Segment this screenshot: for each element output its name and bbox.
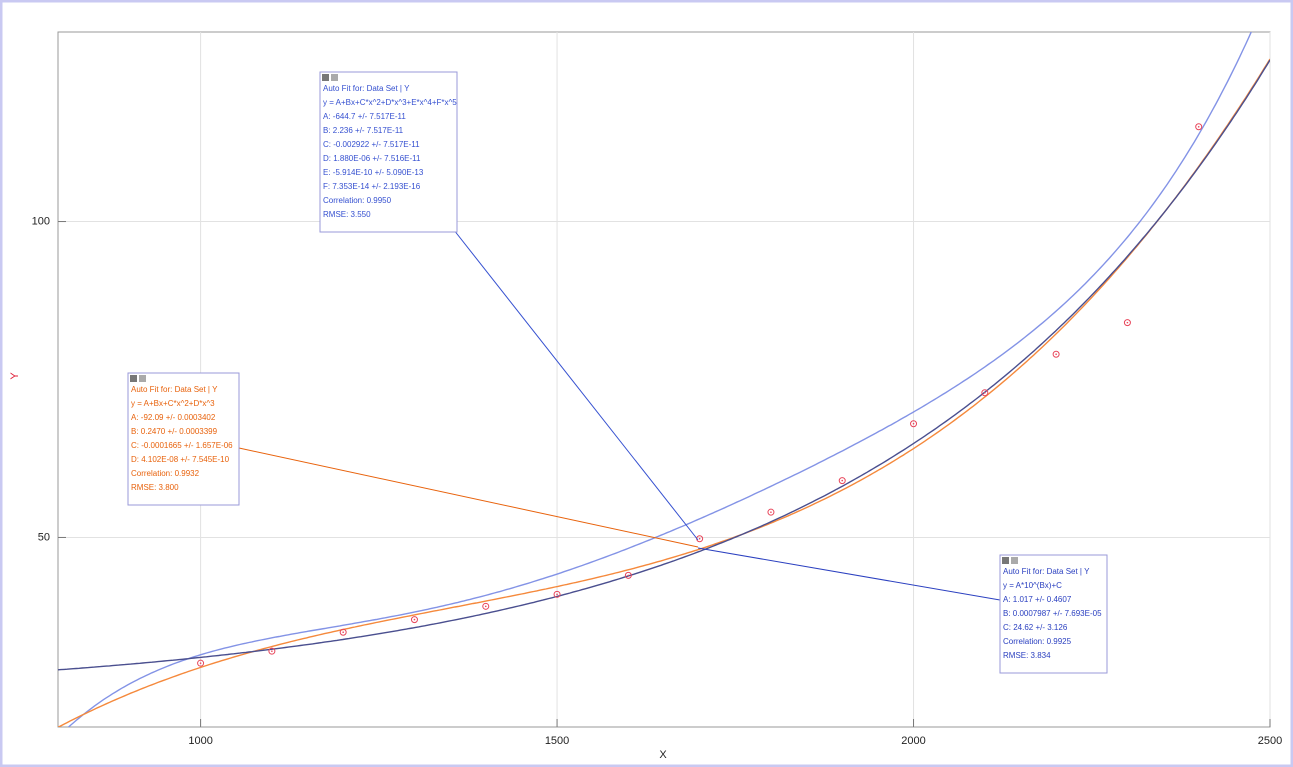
data-point-dot — [271, 650, 273, 652]
annotation-line: Correlation: 0.9932 — [131, 469, 200, 478]
annotation-line: E: -5.914E-10 +/- 5.090E-13 — [323, 168, 424, 177]
leader-line — [697, 547, 1001, 601]
annotation-line: Auto Fit for: Data Set | Y — [131, 385, 218, 394]
x-tick-label: 2000 — [901, 735, 925, 747]
data-point — [410, 616, 418, 624]
data-point — [553, 590, 561, 598]
annotation-line: Correlation: 0.9950 — [323, 196, 392, 205]
annotation-line: y = A+Bx+C*x^2+D*x^3 — [131, 399, 215, 408]
annotation-line: A: 1.017 +/- 0.4607 — [1003, 595, 1072, 604]
data-point-dot — [199, 662, 202, 664]
fit-annotation: Auto Fit for: Data Set | Y y = A+Bx+C*x^2… — [319, 71, 458, 233]
data-point — [268, 647, 276, 655]
data-point-dot — [556, 593, 558, 596]
data-point — [1052, 350, 1060, 358]
annotation-line: A: -644.7 +/- 7.517E-11 — [323, 112, 406, 121]
annotation-line: C: -0.0001665 +/- 1.657E-06 — [131, 441, 233, 450]
y-axis-label: Y — [9, 372, 21, 380]
data-point — [838, 477, 846, 485]
x-tick-label: 1000 — [188, 735, 212, 747]
data-point-dot — [698, 537, 701, 540]
close-button — [130, 375, 137, 382]
annotation-line: y = A*10^(Bx)+C — [1003, 581, 1062, 590]
annotation-line: D: 4.102E-08 +/- 7.545E-10 — [131, 455, 230, 464]
annotation-line: Auto Fit for: Data Set | Y — [323, 84, 410, 93]
data-point-dot — [484, 605, 487, 608]
data-point-dot — [1126, 321, 1129, 324]
data-point-dot — [413, 618, 416, 621]
annotation-line: Correlation: 0.9925 — [1003, 637, 1072, 646]
fit-curve — [58, 58, 1270, 727]
annotation-line: F: 7.353E-14 +/- 2.193E-16 — [323, 182, 421, 191]
annotation-line: C: 24.62 +/- 3.126 — [1003, 623, 1068, 632]
fit-annotation: Auto Fit for: Data Set | Y y = A+Bx+C*x^2… — [127, 372, 240, 506]
annotation-line: B: 0.2470 +/- 0.0003399 — [131, 427, 218, 436]
annotation-line: B: 2.236 +/- 7.517E-11 — [323, 126, 404, 135]
data-point — [1195, 123, 1203, 131]
data-point-dot — [984, 391, 986, 394]
annotation-line: y = A+Bx+C*x^2+D*x^3+E*x^4+F*x^5 — [323, 98, 457, 107]
fit-annotation: Auto Fit for: Data Set | Y y = A*10^(Bx)+… — [999, 554, 1108, 674]
annotation-line: RMSE: 3.550 — [323, 210, 371, 219]
annotation-line: RMSE: 3.800 — [131, 483, 179, 492]
y-tick-label: 100 — [32, 215, 50, 227]
fit-curve — [58, 59, 1270, 671]
data-point-dot — [1197, 125, 1200, 128]
close-button — [322, 74, 329, 81]
data-point-dot — [841, 479, 844, 482]
data-point — [197, 659, 205, 667]
annotation-line: RMSE: 3.834 — [1003, 651, 1051, 660]
data-point-dot — [912, 422, 915, 425]
x-axis-label: X — [659, 749, 667, 761]
data-point — [767, 508, 775, 516]
data-point — [482, 602, 490, 610]
data-point — [910, 420, 918, 428]
pin-button — [1011, 557, 1018, 564]
annotation-box — [127, 372, 240, 506]
curves — [58, 32, 1270, 727]
fit-curve — [67, 32, 1252, 727]
annotation-line: A: -92.09 +/- 0.0003402 — [131, 413, 216, 422]
pin-button — [139, 375, 146, 382]
data-point — [624, 571, 632, 579]
data-point-dot — [342, 631, 344, 634]
annotation-line: D: 1.880E-06 +/- 7.516E-11 — [323, 154, 421, 163]
data-point-dot — [1055, 353, 1057, 356]
data-point — [981, 389, 989, 397]
annotation-box — [319, 71, 458, 233]
annotation-line: B: 0.0007987 +/- 7.693E-05 — [1003, 609, 1102, 618]
close-button — [1002, 557, 1009, 564]
y-tick-label: 50 — [38, 531, 50, 543]
pin-button — [331, 74, 338, 81]
leader-line — [449, 224, 699, 541]
data-point — [339, 628, 347, 636]
data-point-dot — [770, 511, 772, 513]
x-tick-label: 2500 — [1258, 735, 1282, 747]
data-point — [1123, 319, 1131, 327]
annotation-line: Auto Fit for: Data Set | Y — [1003, 567, 1090, 576]
x-tick-label: 1500 — [545, 735, 569, 747]
annotation-box — [999, 554, 1108, 674]
leader-line — [238, 447, 699, 548]
data-point-dot — [627, 574, 630, 577]
annotation-line: C: -0.002922 +/- 7.517E-11 — [323, 140, 420, 149]
